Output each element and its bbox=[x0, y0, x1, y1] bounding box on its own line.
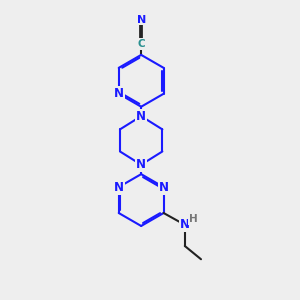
Text: C: C bbox=[137, 39, 145, 49]
Text: N: N bbox=[136, 158, 146, 171]
Text: N: N bbox=[180, 218, 190, 231]
Text: N: N bbox=[114, 87, 124, 100]
Text: N: N bbox=[114, 181, 124, 194]
Text: N: N bbox=[136, 110, 146, 123]
Text: H: H bbox=[189, 214, 198, 224]
Text: N: N bbox=[159, 181, 169, 194]
Text: N: N bbox=[136, 15, 146, 25]
